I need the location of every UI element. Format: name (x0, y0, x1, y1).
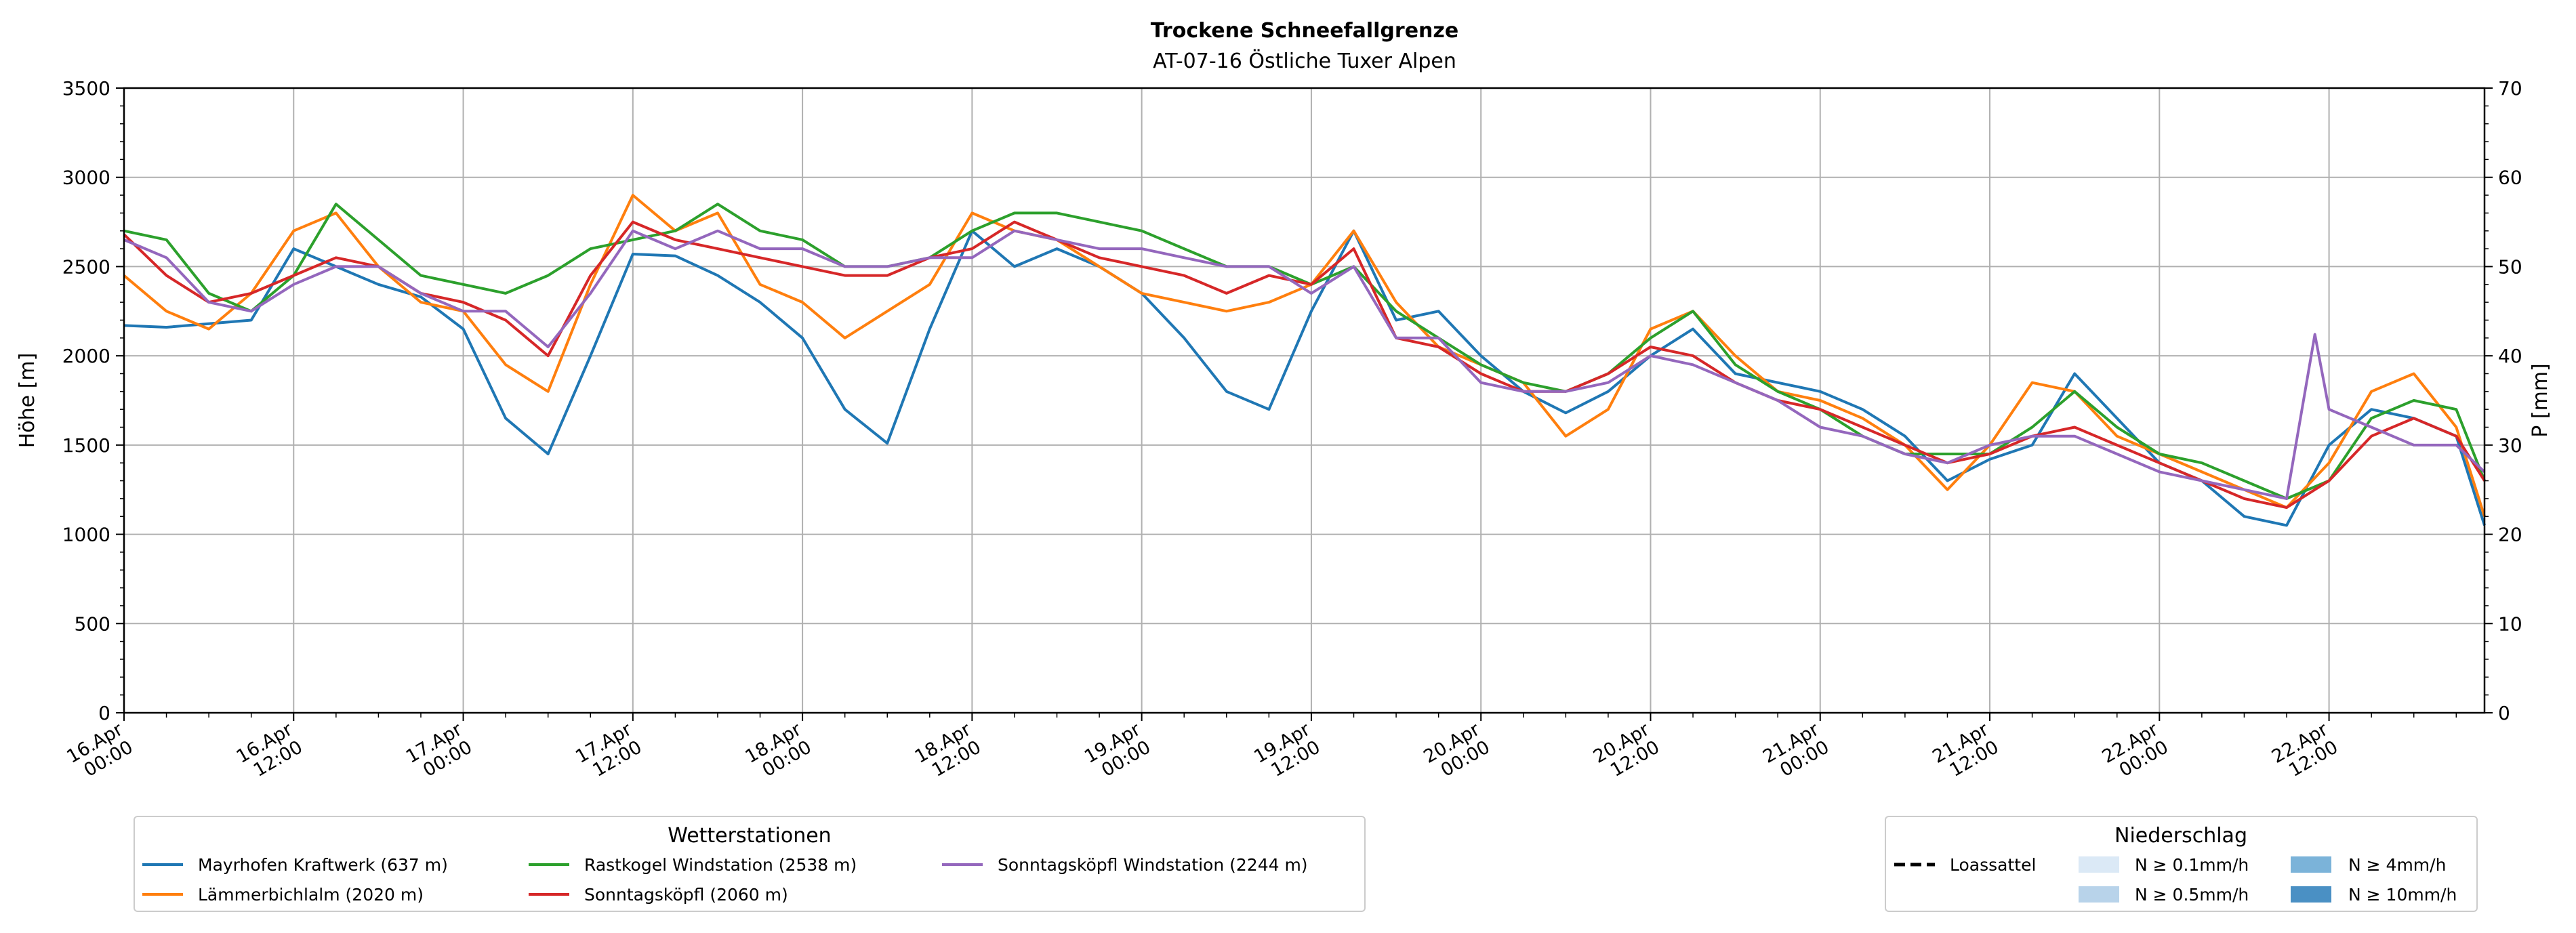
y-tick-label-6: 3000 (62, 167, 110, 189)
legend-swatch-precip-10 (2291, 886, 2331, 903)
y2-tick-label-3: 30 (2498, 434, 2522, 457)
legend-stations: Wetterstationen Mayrhofen Kraftwerk (637… (134, 816, 1366, 912)
legend-precipitation: Niederschlag Loassattel N ≥ 0.1mm/h N ≥ … (1885, 816, 2478, 912)
legend-label-precip-10: N ≥ 10mm/h (2348, 885, 2457, 905)
series-line-2 (123, 203, 2486, 500)
x-tick-label-3: 17.Apr12:00 (572, 719, 646, 785)
legend-label-precip-01: N ≥ 0.1mm/h (2135, 855, 2249, 875)
legend-label-mayrhofen: Mayrhofen Kraftwerk (637 m) (198, 855, 448, 875)
y-tick-label-5: 2500 (62, 255, 110, 278)
legend-label-sonntagskoepfl: Sonntagsköpfl (2060 m) (584, 885, 788, 905)
chart-subtitle: AT-07-16 Östliche Tuxer Alpen (1153, 49, 1456, 73)
y-tick-label-0: 0 (98, 702, 110, 724)
y2-tick-label-6: 60 (2498, 167, 2522, 189)
x-tick-label-5: 18.Apr12:00 (912, 719, 985, 785)
legend-label-precip-05: N ≥ 0.5mm/h (2135, 885, 2249, 905)
y-tick-label-7: 3500 (62, 77, 110, 100)
x-tick-label-1: 16.Apr12:00 (233, 719, 307, 785)
legend-label-sonntagskoepfl-wind: Sonntagsköpfl Windstation (2244 m) (998, 855, 1308, 875)
series-line-0 (123, 229, 2486, 527)
series-line-4 (123, 229, 2486, 500)
legend-label-rastkogel: Rastkogel Windstation (2538 m) (584, 855, 857, 875)
y-tick-label-3: 1500 (62, 434, 110, 457)
y-tick-label-1: 500 (75, 613, 110, 635)
x-tick-label-10: 21.Apr00:00 (1759, 719, 1833, 785)
legend-label-precip-4: N ≥ 4mm/h (2348, 855, 2446, 875)
x-tick-label-0: 16.Apr00:00 (63, 719, 137, 785)
y2-tick-label-7: 70 (2498, 77, 2522, 100)
legend-stations-title: Wetterstationen (668, 824, 831, 848)
y-axis-label: Höhe [m] (16, 353, 39, 449)
legend-label-loassattel: Loassattel (1950, 855, 2036, 875)
plot-frame (123, 87, 2486, 714)
legend-stations-frame (134, 816, 1366, 912)
y-tick-label-4: 2000 (62, 345, 110, 367)
x-tick-label-12: 22.Apr00:00 (2099, 719, 2173, 785)
legend-precip-title: Niederschlag (2114, 824, 2247, 848)
legend-label-laemmerbichlalm: Lämmerbichlalm (2020 m) (198, 885, 424, 905)
x-tick-label-2: 17.Apr00:00 (403, 719, 476, 785)
x-tick-label-8: 20.Apr00:00 (1420, 719, 1494, 785)
y2-tick-label-2: 20 (2498, 524, 2522, 546)
legend-swatch-precip-05 (2079, 886, 2119, 903)
y-tick-label-2: 1000 (62, 524, 110, 546)
grid-lines (123, 87, 2485, 713)
legend-swatch-precip-01 (2079, 856, 2119, 873)
x-axis: 16.Apr00:00 16.Apr12:00 17.Apr00:00 17.Apr1… (63, 713, 2457, 785)
y2-axis-label: P [mm] (2529, 363, 2552, 437)
legend-swatch-precip-4 (2291, 856, 2331, 873)
y2-tick-label-0: 0 (2498, 702, 2510, 724)
series-layer (123, 194, 2486, 527)
series-line-3 (123, 220, 2486, 510)
y2-tick-label-5: 50 (2498, 255, 2522, 278)
chart-title: Trockene Schneefallgrenze (1151, 19, 1458, 43)
y2-tick-label-4: 40 (2498, 345, 2522, 367)
y-axis-left: 0 500 1000 1500 2000 2500 3000 3500 (62, 77, 124, 724)
x-tick-label-4: 18.Apr00:00 (741, 719, 815, 785)
x-tick-label-13: 22.Apr12:00 (2268, 719, 2342, 785)
y-axis-right: 0 10 20 30 40 50 60 70 (2485, 77, 2522, 724)
x-tick-label-6: 19.Apr00:00 (1081, 719, 1155, 785)
x-tick-label-9: 20.Apr12:00 (1590, 719, 1664, 785)
x-tick-label-11: 21.Apr12:00 (1929, 719, 2003, 785)
y2-tick-label-1: 10 (2498, 613, 2522, 635)
x-tick-label-7: 19.Apr12:00 (1250, 719, 1324, 785)
